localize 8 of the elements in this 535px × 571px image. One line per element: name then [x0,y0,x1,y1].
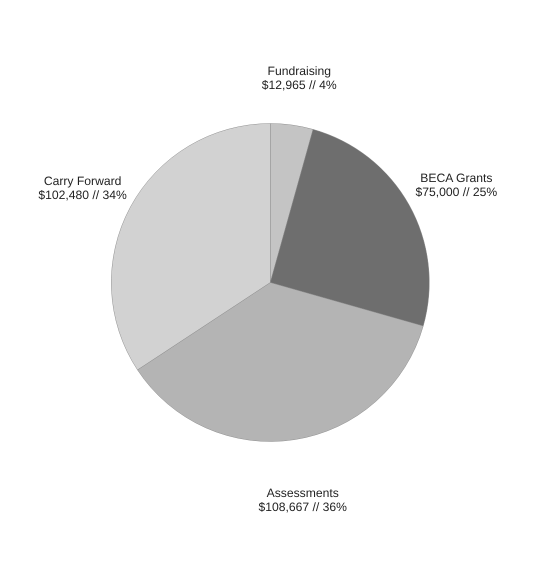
slice-label: Fundraising [268,64,331,78]
data-label: $75,000 // 25% [416,185,498,200]
slice-label: Assessments [266,486,339,500]
data-label: $12,965 // 4% [262,78,337,92]
data-label: $102,480 // 34% [38,188,128,202]
slice-label: BECA Grants [420,171,492,186]
slice-label: Carry Forward [44,174,122,188]
data-label: $108,667 // 36% [258,500,348,514]
